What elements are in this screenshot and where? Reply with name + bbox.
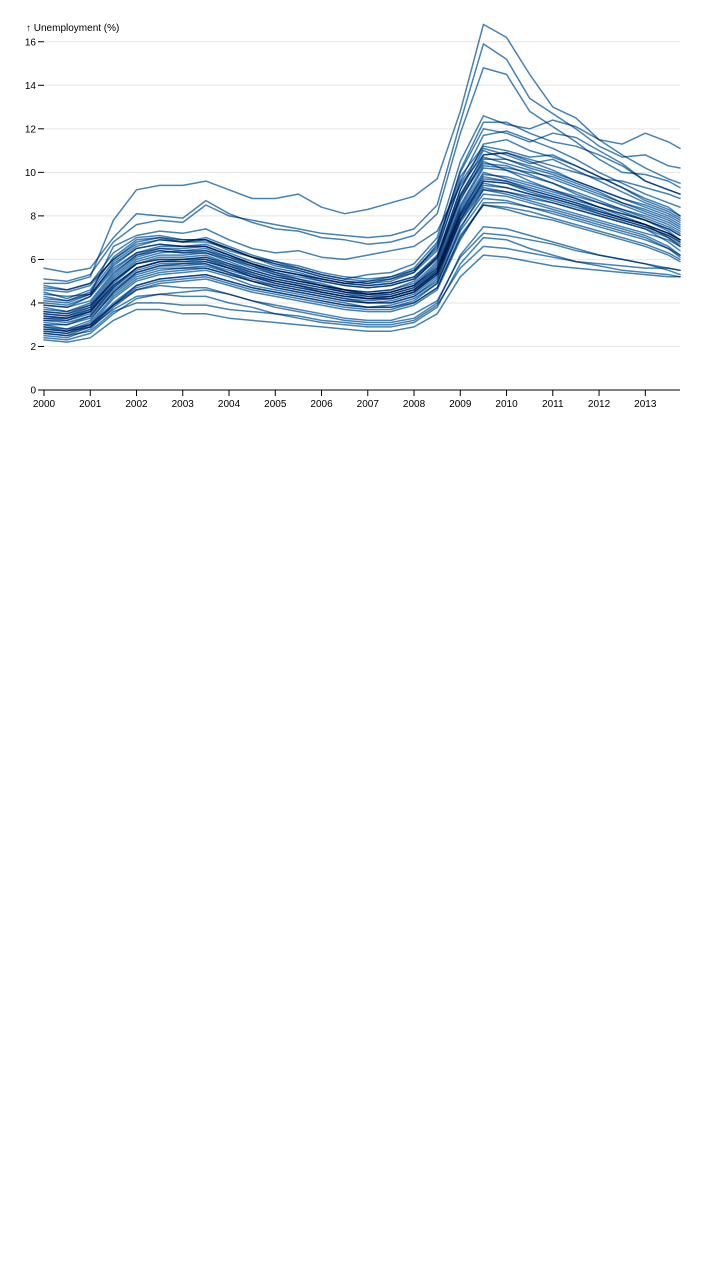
y-tick-label: 10 bbox=[25, 168, 37, 179]
x-tick-label: 2004 bbox=[218, 399, 241, 410]
series-line bbox=[43, 245, 681, 337]
y-tick-label: 4 bbox=[30, 298, 36, 309]
x-tick-label: 2013 bbox=[634, 399, 657, 410]
series-line bbox=[43, 128, 681, 291]
series-line bbox=[43, 145, 681, 291]
y-axis: 0 2 4 6 8 10 12 14 16 bbox=[25, 37, 44, 397]
series-lines bbox=[43, 23, 681, 343]
x-tick-label: 2002 bbox=[125, 399, 148, 410]
x-tick-label: 2008 bbox=[403, 399, 426, 410]
x-tick-label: 2001 bbox=[79, 399, 102, 410]
x-tick-label: 2000 bbox=[33, 399, 56, 410]
x-axis: 2000 2001 2002 2003 2004 2005 2006 2007 2008 2009… bbox=[33, 389, 680, 410]
series-line bbox=[43, 147, 681, 293]
series-line bbox=[43, 202, 681, 339]
y-tick-label: 2 bbox=[30, 342, 36, 353]
y-tick-label: 6 bbox=[30, 255, 36, 266]
series-line bbox=[43, 67, 681, 274]
y-tick-label: 14 bbox=[25, 81, 37, 92]
series-line bbox=[43, 204, 681, 335]
series-line bbox=[43, 175, 681, 313]
series-line bbox=[43, 149, 681, 306]
series-line bbox=[43, 197, 681, 332]
series-line bbox=[43, 23, 681, 285]
x-tick-label: 2011 bbox=[542, 399, 564, 410]
series-line bbox=[43, 189, 681, 324]
series-line bbox=[43, 43, 681, 282]
series-line bbox=[43, 121, 681, 309]
x-tick-label: 2010 bbox=[495, 399, 518, 410]
y-tick-label: 0 bbox=[30, 386, 36, 397]
series-line bbox=[43, 156, 681, 304]
y-tick-label: 12 bbox=[25, 124, 37, 135]
x-tick-label: 2009 bbox=[449, 399, 472, 410]
y-tick-label: 8 bbox=[30, 211, 36, 222]
series-line bbox=[43, 184, 681, 326]
unemployment-line-chart: 2000 2001 2002 2003 2004 2005 2006 2007 2008 2009… bbox=[25, 23, 681, 410]
x-tick-label: 2007 bbox=[357, 399, 380, 410]
series-line bbox=[43, 182, 681, 317]
x-tick-label: 2005 bbox=[264, 399, 287, 410]
x-tick-label: 2012 bbox=[588, 399, 611, 410]
x-tick-label: 2006 bbox=[310, 399, 333, 410]
y-axis-label: ↑ Unemployment (%) bbox=[26, 23, 119, 34]
series-line bbox=[43, 186, 681, 319]
series-line bbox=[43, 254, 681, 343]
y-tick-label: 16 bbox=[25, 37, 37, 48]
x-tick-label: 2003 bbox=[172, 399, 195, 410]
series-line bbox=[43, 226, 681, 330]
